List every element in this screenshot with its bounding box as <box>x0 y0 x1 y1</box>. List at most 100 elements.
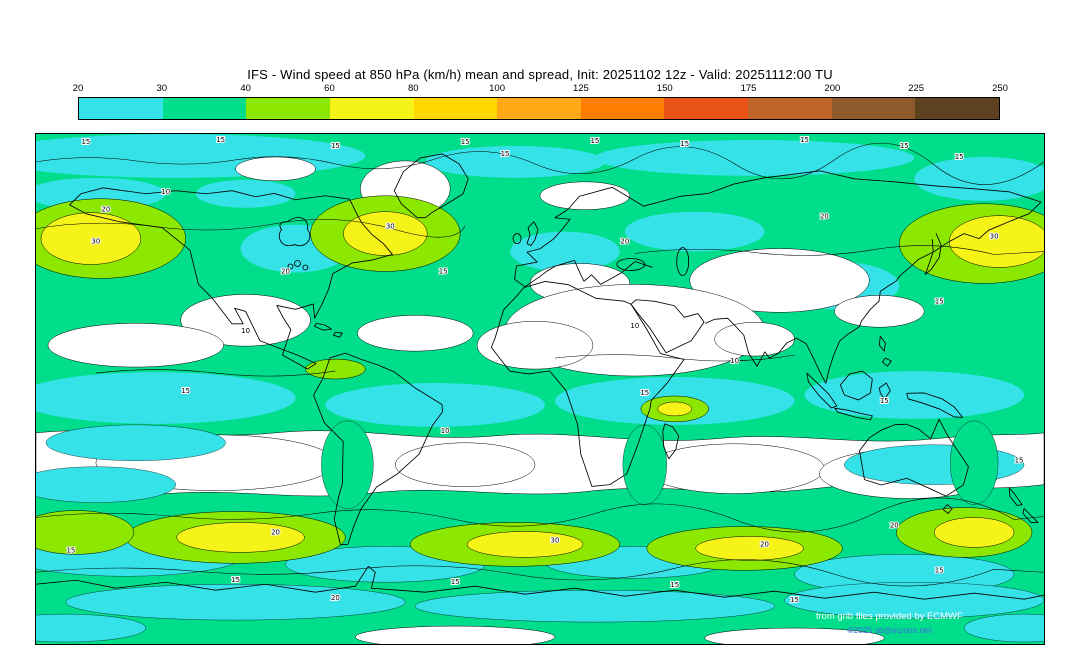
contour-label: 15 <box>66 546 75 554</box>
colorbar-tick-label: 60 <box>324 83 335 94</box>
contour-label: 15 <box>81 138 90 146</box>
colorbar-tick-label: 150 <box>656 83 673 94</box>
coast-japan <box>924 233 942 275</box>
contour-label: 15 <box>680 140 689 148</box>
contour-label: 20 <box>271 528 280 536</box>
contour-labels: 15 15 15 15 15 15 15 15 15 15 20 10 30 20 15 20 30 30 20 15… <box>65 135 1024 605</box>
contour-label: 15 <box>590 137 599 145</box>
colorbar-tick-label: 80 <box>407 83 419 94</box>
colorbar-tick-label: 30 <box>156 83 168 94</box>
colorbar-ticks: 20 30 40 60 80 100 125 150 175 200 225 250 <box>73 83 1008 95</box>
coast-europe-south <box>524 259 653 288</box>
colorbar-segments <box>78 97 1000 120</box>
contour-label: 15 <box>670 581 679 589</box>
colorbar-segment <box>329 98 414 119</box>
contour-label: 10 <box>441 427 450 435</box>
coast-australia <box>859 418 969 497</box>
contour-label: 20 <box>820 213 829 221</box>
contour-label: 20 <box>760 540 769 548</box>
coast-sulawesi <box>878 382 891 400</box>
contour-label: 15 <box>461 138 470 146</box>
contour-label: 20 <box>281 267 290 275</box>
contour-label: 15 <box>640 389 649 397</box>
contour-label: 15 <box>955 153 964 161</box>
contour-label: 30 <box>91 238 100 246</box>
coast-great-lakes <box>294 260 301 267</box>
colorbar-tick-label: 100 <box>489 83 506 94</box>
colorbar-segment <box>831 98 916 119</box>
coast-borneo <box>839 370 873 401</box>
contour-label: 20 <box>890 521 899 529</box>
coast-madagascar <box>662 423 680 460</box>
colorbar-segment <box>79 98 163 119</box>
colorbar-tick-label: 125 <box>572 83 589 94</box>
map-frame: 15 15 15 15 15 15 15 15 15 15 20 10 30 20 15 20 30 30 20 15… <box>35 133 1045 645</box>
coast-asia <box>679 170 1042 384</box>
coast-black-sea <box>616 258 646 271</box>
coast-tasmania <box>942 504 953 514</box>
contour-label: 15 <box>439 267 448 275</box>
wind-field-cyan-south <box>36 424 1044 643</box>
coastlines <box>36 153 1044 600</box>
contour-label: 15 <box>501 150 510 158</box>
coast-new-zealand <box>1008 487 1039 523</box>
contour-label: 10 <box>730 357 739 365</box>
coast-ireland <box>512 233 522 244</box>
colorbar-segment <box>915 98 1000 119</box>
coast-hispaniola <box>332 331 343 338</box>
coast-antarctica <box>36 565 1044 600</box>
contour-label: 15 <box>790 596 799 604</box>
coast-great-lakes <box>287 263 294 270</box>
coast-great-lakes <box>302 264 309 271</box>
coast-cuba <box>314 322 332 331</box>
contour-label: 15 <box>231 576 240 584</box>
coast-south-america <box>313 352 444 545</box>
colorbar-segment <box>162 98 247 119</box>
contour-label: 15 <box>1015 457 1024 465</box>
colorbar-segment <box>580 98 665 119</box>
coast-java <box>834 407 873 421</box>
contour-label: 10 <box>161 188 170 196</box>
coast-sumatra <box>806 372 838 409</box>
colorbar: 20 30 40 60 80 100 125 150 175 200 225 250 <box>73 83 1008 120</box>
colorbar-segment <box>246 98 330 119</box>
contour-label: 30 <box>386 223 395 231</box>
wind-field-yellow <box>40 211 1044 561</box>
contour-label: 10 <box>630 322 639 330</box>
contour-label: 30 <box>551 536 560 544</box>
contour-label: 15 <box>181 387 190 395</box>
attribution-ecmwf: from grib files provided by ECMWF <box>816 611 963 622</box>
contour-label: 20 <box>620 238 629 246</box>
contour-label: 15 <box>935 297 944 305</box>
contour-label: 15 <box>451 578 460 586</box>
coast-hudson-bay <box>278 217 311 247</box>
colorbar-segment <box>664 98 749 119</box>
contour-label: 15 <box>216 136 225 144</box>
contour-label: 15 <box>331 142 340 150</box>
contour-label: 15 <box>800 136 809 144</box>
colorbar-segment <box>497 98 581 119</box>
contour-label: 20 <box>101 206 110 214</box>
coast-europe-west <box>514 186 681 288</box>
coast-africa <box>490 280 685 487</box>
coast-arabia <box>630 299 705 354</box>
contour-label: 30 <box>990 233 999 241</box>
colorbar-tick-label: 175 <box>740 83 757 94</box>
wind-field <box>36 134 1044 644</box>
coast-greenland <box>393 153 469 219</box>
attribution-irizone: ©2025 sb@irizone.net <box>847 625 932 635</box>
coast-north-america <box>69 187 393 370</box>
chart-title: IFS - Wind speed at 850 hPa (km/h) mean … <box>247 67 833 82</box>
colorbar-tick-label: 250 <box>992 83 1008 94</box>
contour-label: 15 <box>935 566 944 574</box>
colorbar-segment <box>748 98 832 119</box>
coast-caspian-sea <box>676 247 690 276</box>
colorbar-tick-label: 200 <box>824 83 841 94</box>
wind-map: 15 15 15 15 15 15 15 15 15 15 20 10 30 20 15 20 30 30 20 15… <box>36 134 1044 644</box>
colorbar-tick-label: 225 <box>908 83 925 94</box>
contour-label: 10 <box>241 327 250 335</box>
coast-philippines <box>878 335 892 367</box>
coast-britain <box>526 221 539 246</box>
colorbar-tick-label: 20 <box>72 83 84 94</box>
colorbar-tick-label: 40 <box>240 83 251 94</box>
